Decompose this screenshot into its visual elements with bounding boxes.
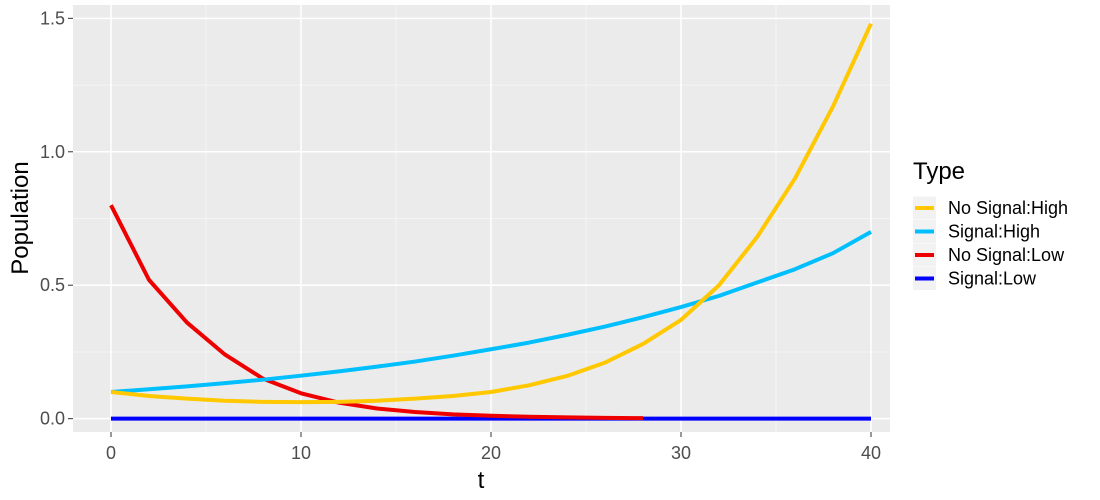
x-axis-title: t — [478, 467, 485, 494]
legend-label: Signal:Low — [948, 269, 1037, 289]
series-line-signal-high — [110, 230, 872, 394]
y-tick-label: 1.5 — [40, 8, 65, 28]
legend-label: Signal:High — [948, 222, 1040, 242]
y-tick-label: 1.0 — [40, 142, 65, 162]
minor-grid — [73, 5, 890, 432]
series-line-no-signal-high — [110, 22, 873, 405]
y-tick-label: 0.0 — [40, 409, 65, 429]
y-axis-title: Population — [7, 161, 34, 274]
series-lines — [109, 22, 873, 421]
series-line-no-signal-low — [109, 204, 644, 421]
y-tick-label: 0.5 — [40, 275, 65, 295]
x-tick-label: 30 — [671, 443, 691, 463]
x-tick-label: 0 — [106, 443, 116, 463]
legend-label: No Signal:Low — [948, 245, 1065, 265]
y-axis: 0.0 0.5 1.0 1.5 — [40, 8, 73, 429]
legend-label: No Signal:High — [948, 198, 1068, 218]
x-tick-label: 20 — [481, 443, 501, 463]
major-grid — [73, 5, 890, 432]
x-tick-label: 40 — [861, 443, 881, 463]
legend: Type No Signal:High Signal:High No Signal:… — [913, 158, 1068, 290]
legend-title: Type — [913, 158, 965, 185]
x-tick-label: 10 — [291, 443, 311, 463]
x-axis: 0 10 20 30 40 — [106, 432, 881, 463]
